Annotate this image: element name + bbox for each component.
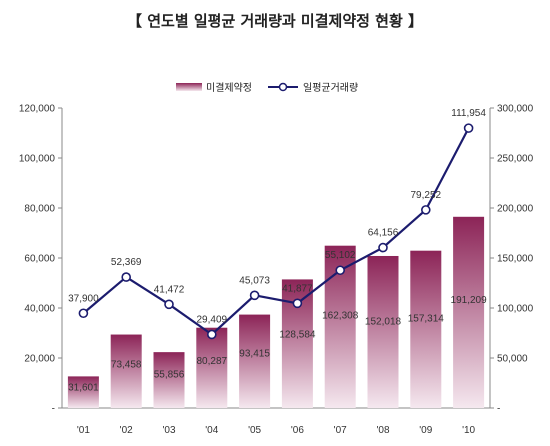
x-tick-label: '01: [77, 425, 90, 436]
line-point: [121, 272, 131, 282]
x-tick-label: '02: [120, 425, 133, 436]
chart-title: 【 연도별 일평균 거래량과 미결제약정 현황 】: [127, 12, 423, 30]
series-line: [82, 127, 470, 336]
bar-series: [67, 216, 485, 408]
bar: [110, 334, 142, 408]
line-value-label: 111,954: [451, 108, 486, 119]
line-value-label: 64,156: [368, 228, 399, 239]
right-tick-label: 200,000: [497, 204, 534, 215]
bar-value-label: 157,314: [408, 313, 445, 324]
legend-swatch-marker: [278, 82, 288, 92]
line-point: [249, 290, 260, 301]
right-tick-label: 50,000: [497, 354, 528, 365]
bar: [67, 376, 99, 408]
left-tick-label: 60,000: [24, 254, 55, 265]
bar: [196, 327, 228, 408]
right-tick-label: 100,000: [497, 304, 534, 315]
bar-value-label: 93,415: [239, 349, 270, 360]
bar: [153, 352, 185, 408]
line-value-label: 29,409: [197, 314, 228, 325]
bar-value-label: 31,601: [68, 383, 99, 394]
bar-labels: 31,601 73,458 55,856 80,287 93,415 128,584 162…: [68, 295, 487, 394]
left-tick-label: 40,000: [24, 304, 55, 315]
left-tick-label: -: [52, 404, 55, 415]
bar: [453, 216, 485, 408]
legend-label-line: 일평균거래량: [303, 82, 358, 94]
right-tick-label: 250,000: [497, 154, 534, 165]
x-axis-ticks: '01 '02 '03 '04 '05 '06 '07 '08 '09 '10: [77, 425, 476, 436]
bar-value-label: 55,856: [154, 369, 185, 380]
x-tick-label: '07: [334, 425, 347, 436]
line-point: [378, 242, 388, 253]
line-point: [292, 298, 303, 309]
line-value-label: 79,252: [411, 190, 442, 201]
line-point: [207, 329, 217, 340]
legend-label-bar: 미결제약정: [206, 82, 252, 94]
line-point: [463, 123, 474, 133]
x-tick-label: '06: [291, 425, 304, 436]
legend-swatch-bar: [176, 83, 202, 91]
line-point: [164, 299, 174, 310]
x-tick-label: '04: [205, 425, 218, 436]
left-tick-label: 20,000: [24, 354, 55, 365]
bar: [410, 250, 442, 408]
bar-value-label: 191,209: [451, 295, 488, 306]
line-point: [420, 205, 431, 215]
line-series: [78, 123, 474, 340]
line-value-label: 52,369: [111, 257, 142, 268]
left-tick-label: 120,000: [19, 104, 56, 115]
bar-value-label: 73,458: [111, 360, 142, 371]
right-tick-label: 150,000: [497, 254, 534, 265]
x-tick-label: '10: [462, 425, 475, 436]
line-value-label: 41,877: [282, 283, 313, 294]
line-point: [78, 308, 89, 319]
bar-value-label: 128,584: [279, 329, 316, 340]
left-tick-label: 80,000: [24, 204, 55, 215]
line-labels: 37,900 52,369 41,472 29,409 45,073 41,877 55,1…: [68, 108, 486, 325]
bar-value-label: 162,308: [322, 311, 359, 322]
bar: [239, 314, 271, 408]
left-axis-ticks: - 20,000 40,000 60,000 80,000 100,000 120,000: [19, 104, 62, 415]
line-value-label: 55,102: [325, 250, 356, 261]
line-value-label: 37,900: [68, 293, 99, 304]
x-tick-label: '05: [248, 425, 261, 436]
line-point: [335, 265, 346, 276]
legend: 미결제약정 일평균거래량: [176, 82, 358, 94]
right-tick-label: 300,000: [497, 104, 534, 115]
bar: [367, 255, 399, 408]
right-axis-ticks: - 50,000 100,000 150,000 200,000 250,000 300,0…: [490, 104, 534, 415]
line-value-label: 41,472: [154, 284, 185, 295]
x-tick-label: '08: [376, 425, 389, 436]
left-tick-label: 100,000: [19, 154, 56, 165]
right-tick-label: -: [497, 404, 500, 415]
x-tick-label: '03: [162, 425, 175, 436]
bar-value-label: 152,018: [365, 316, 402, 327]
x-tick-label: '09: [419, 425, 432, 436]
line-value-label: 45,073: [239, 275, 270, 286]
bar-value-label: 80,287: [197, 356, 228, 367]
